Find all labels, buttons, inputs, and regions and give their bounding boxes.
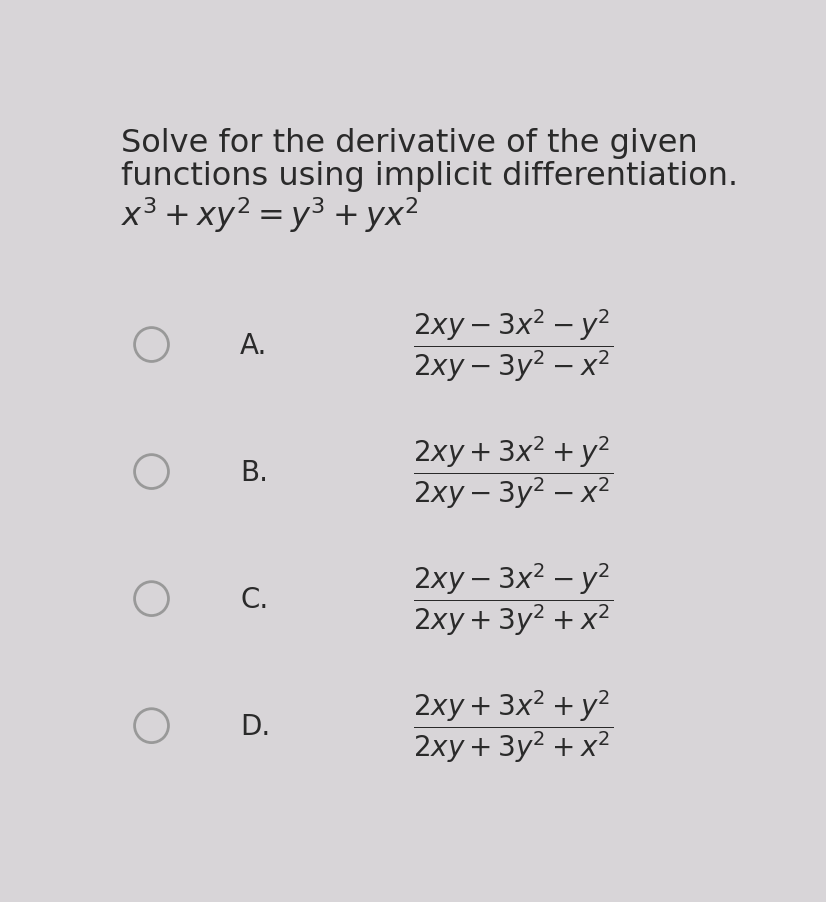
Text: C.: C. [240, 585, 268, 613]
Text: A.: A. [240, 331, 268, 359]
Text: $\dfrac{2xy+3x^2+y^2}{2xy-3y^2-x^2}$: $\dfrac{2xy+3x^2+y^2}{2xy-3y^2-x^2}$ [413, 434, 614, 511]
Text: $\dfrac{2xy+3x^2+y^2}{2xy+3y^2+x^2}$: $\dfrac{2xy+3x^2+y^2}{2xy+3y^2+x^2}$ [413, 687, 614, 764]
Text: D.: D. [240, 712, 270, 740]
Text: $\dfrac{2xy-3x^2-y^2}{2xy-3y^2-x^2}$: $\dfrac{2xy-3x^2-y^2}{2xy-3y^2-x^2}$ [413, 307, 614, 383]
Text: $x^3 + xy^2 = y^3 + yx^2$: $x^3 + xy^2 = y^3 + yx^2$ [121, 195, 418, 235]
Text: $\dfrac{2xy-3x^2-y^2}{2xy+3y^2+x^2}$: $\dfrac{2xy-3x^2-y^2}{2xy+3y^2+x^2}$ [413, 561, 614, 637]
Text: B.: B. [240, 458, 268, 486]
Text: functions using implicit differentiation.: functions using implicit differentiation… [121, 161, 738, 191]
Text: Solve for the derivative of the given: Solve for the derivative of the given [121, 127, 697, 159]
